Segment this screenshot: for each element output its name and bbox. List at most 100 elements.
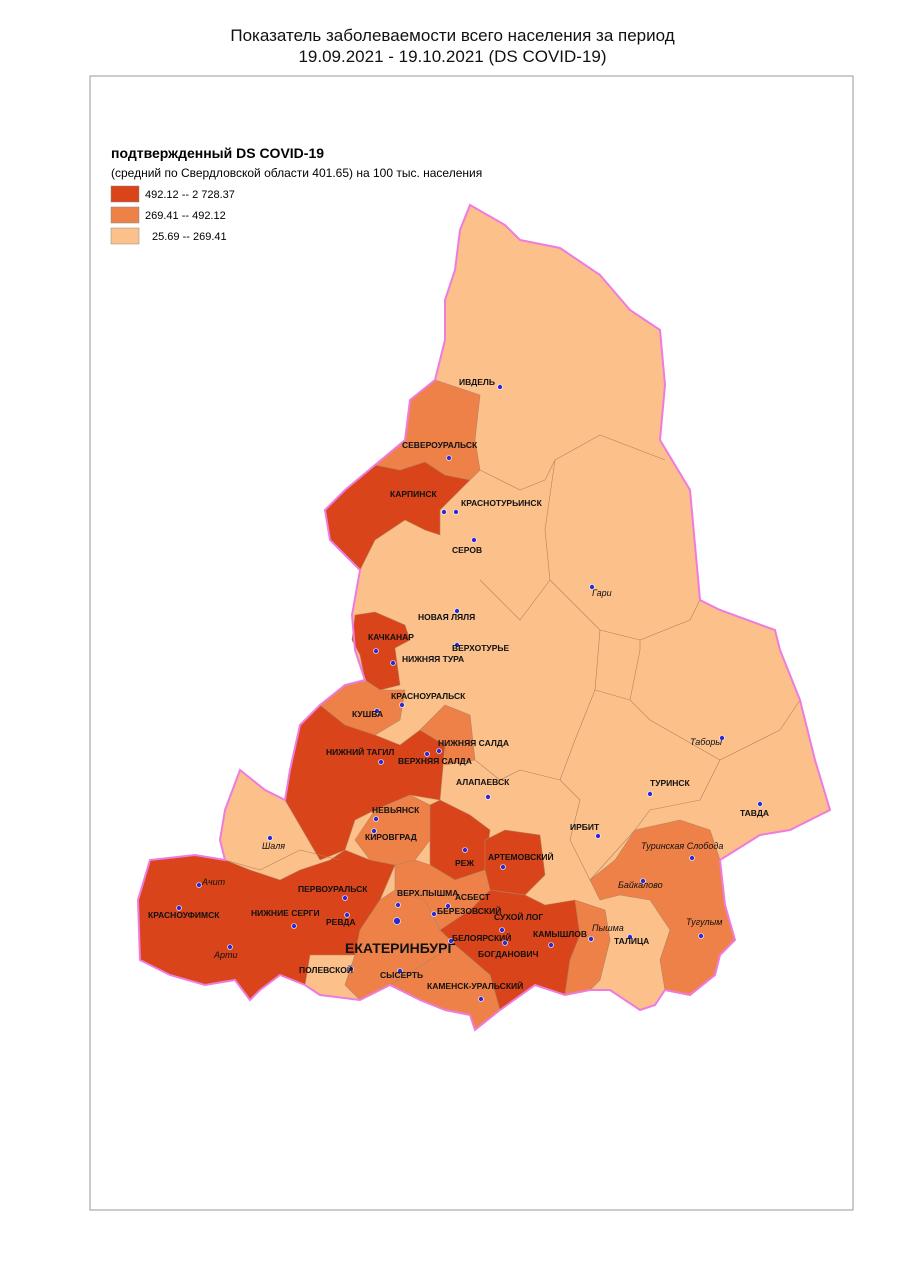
region [284, 704, 446, 861]
border [474, 689, 596, 781]
city-label: Ачит [201, 877, 226, 887]
city-dot [342, 895, 348, 901]
city-dot [595, 833, 601, 839]
city-label: Таборы [690, 737, 722, 747]
city-dot [390, 660, 396, 666]
city-label: Байкалово [618, 880, 663, 890]
city-label: Пышма [592, 923, 624, 933]
city-label: АРТЕМОВСКИЙ [488, 851, 554, 862]
city-dot [393, 917, 401, 925]
city-label: БЕЛОЯРСКИЙ [452, 932, 511, 943]
city-dot [627, 934, 633, 940]
city-dot [471, 537, 477, 543]
city-label: Гари [592, 588, 612, 598]
city-dot [373, 816, 379, 822]
legend-title: подтвержденный DS COVID-19 [111, 145, 324, 161]
city-label: НЕВЬЯНСК [372, 805, 420, 815]
city-label: КАЧКАНАР [368, 632, 414, 642]
city-dot [344, 912, 350, 918]
city-label: СЫСЕРТЬ [380, 970, 423, 980]
city-label: НИЖНЯЯ САЛДА [438, 738, 509, 748]
legend-swatch [110, 206, 140, 224]
city-label: РЕВДА [326, 917, 356, 927]
city-dot [448, 938, 454, 944]
city-label: ТАВДА [740, 808, 769, 818]
city-dot [698, 933, 704, 939]
frame [89, 75, 854, 1211]
city-dot [431, 911, 437, 917]
city-label: РЕЖ [455, 858, 474, 868]
city-label: НИЖНЯЯ ТУРА [402, 654, 464, 664]
city-label: НОВАЯ ЛЯЛЯ [418, 612, 475, 622]
city-dot [196, 882, 202, 888]
legend-label: 269.41 -- 492.12 [145, 210, 226, 222]
city-dot [397, 968, 403, 974]
city-dot [499, 927, 505, 933]
city-label: КРАСНОТУРЬИНСК [461, 498, 543, 508]
city-label: ПОЛЕВСКОЙ [299, 964, 353, 975]
city-label: Шаля [262, 841, 285, 851]
city-dot [453, 509, 459, 515]
city-label: СЕРОВ [452, 545, 482, 555]
city-dot [374, 708, 380, 714]
city-dot [227, 944, 233, 950]
city-dot [689, 855, 695, 861]
city-label: КУШВА [352, 709, 383, 719]
city-dot [647, 791, 653, 797]
legend-label: 25.69 -- 269.41 [152, 231, 227, 243]
city-dot [348, 966, 354, 972]
city-label: КАМЫШЛОВ [533, 929, 587, 939]
city-label: ВЕРХ.ПЫШМА [397, 888, 458, 898]
city-dot [497, 384, 503, 390]
city-dot [588, 936, 594, 942]
city-label: НИЖНИЕ СЕРГИ [251, 908, 320, 918]
border [559, 759, 721, 881]
city-dot [478, 996, 484, 1002]
city-label: ЕКАТЕРИНБУРГ [345, 940, 455, 956]
city-dot [436, 748, 442, 754]
border [479, 434, 666, 491]
region [351, 611, 411, 691]
city-dot [589, 584, 595, 590]
title-line: 19.09.2021 - 19.10.2021 (DS COVID-19) [298, 47, 607, 66]
city-label: Туринская Слобода [641, 841, 723, 851]
outline [136, 203, 832, 1032]
legend-swatch [110, 185, 140, 203]
border [479, 459, 556, 621]
legend-subtitle: (средний по Свердловской области 401.65)… [111, 166, 482, 180]
city-dot [267, 835, 273, 841]
city-label: ТАЛИЦА [614, 936, 649, 946]
city-dot [548, 942, 554, 948]
city-dot [176, 905, 182, 911]
city-dot [441, 509, 447, 515]
city-label: ИРБИТ [570, 822, 600, 832]
city-dot [373, 648, 379, 654]
city-dot [371, 828, 377, 834]
city-dot [445, 903, 451, 909]
city-dot [454, 642, 460, 648]
city-dot [500, 864, 506, 870]
city-label: КАРПИНСК [390, 489, 437, 499]
city-dot [378, 759, 384, 765]
city-label: СУХОЙ ЛОГ [494, 911, 543, 922]
city-dot [757, 801, 763, 807]
city-dot [424, 751, 430, 757]
city-label: ВЕРХНЯЯ САЛДА [398, 756, 472, 766]
city-label: ВЕРХОТУРЬЕ [452, 643, 509, 653]
city-dot [446, 455, 452, 461]
city-label: Арти [213, 950, 238, 960]
city-dot [485, 794, 491, 800]
city-label: БОГДАНОВИЧ [478, 949, 539, 959]
city-dot [502, 940, 508, 946]
city-label: АСБЕСТ [455, 892, 491, 902]
city-dot [719, 735, 725, 741]
city-label: ИВДЕЛЬ [459, 377, 495, 387]
city-label: КРАСНОУФИМСК [148, 910, 220, 920]
city-label: БЕРЕЗОВСКИЙ [437, 905, 501, 916]
city-label: НИЖНИЙ ТАГИЛ [326, 746, 394, 757]
city-label: СЕВЕРОУРАЛЬСК [402, 440, 478, 450]
border [224, 849, 341, 871]
legend-swatch [110, 227, 140, 245]
